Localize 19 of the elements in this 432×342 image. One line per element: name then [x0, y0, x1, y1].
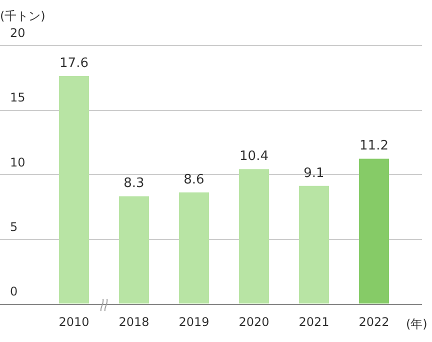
- data-label: 10.4: [240, 149, 268, 164]
- data-label: 17.6: [60, 56, 88, 71]
- x-axis-title: (年): [406, 317, 428, 331]
- x-tick-label: 2022: [358, 314, 390, 329]
- y-tick-label: 20: [10, 26, 26, 40]
- x-tick-label: 2020: [238, 314, 270, 329]
- data-label: 11.2: [360, 138, 388, 154]
- data-label: 9.1: [304, 166, 324, 181]
- y-tick-label: 15: [10, 90, 26, 105]
- data-label: 8.3: [124, 176, 144, 192]
- x-tick-label: 2019: [178, 314, 210, 329]
- y-tick-label: 5: [10, 220, 18, 234]
- x-tick-label: 2018: [118, 314, 150, 329]
- y-axis-title: (千トン): [0, 9, 46, 23]
- y-tick-label: 10: [10, 155, 26, 170]
- data-label: 8.6: [184, 172, 204, 188]
- x-tick-label: 2010: [58, 314, 90, 329]
- y-tick-label: 0: [10, 284, 18, 299]
- x-tick-label: 2021: [298, 314, 330, 329]
